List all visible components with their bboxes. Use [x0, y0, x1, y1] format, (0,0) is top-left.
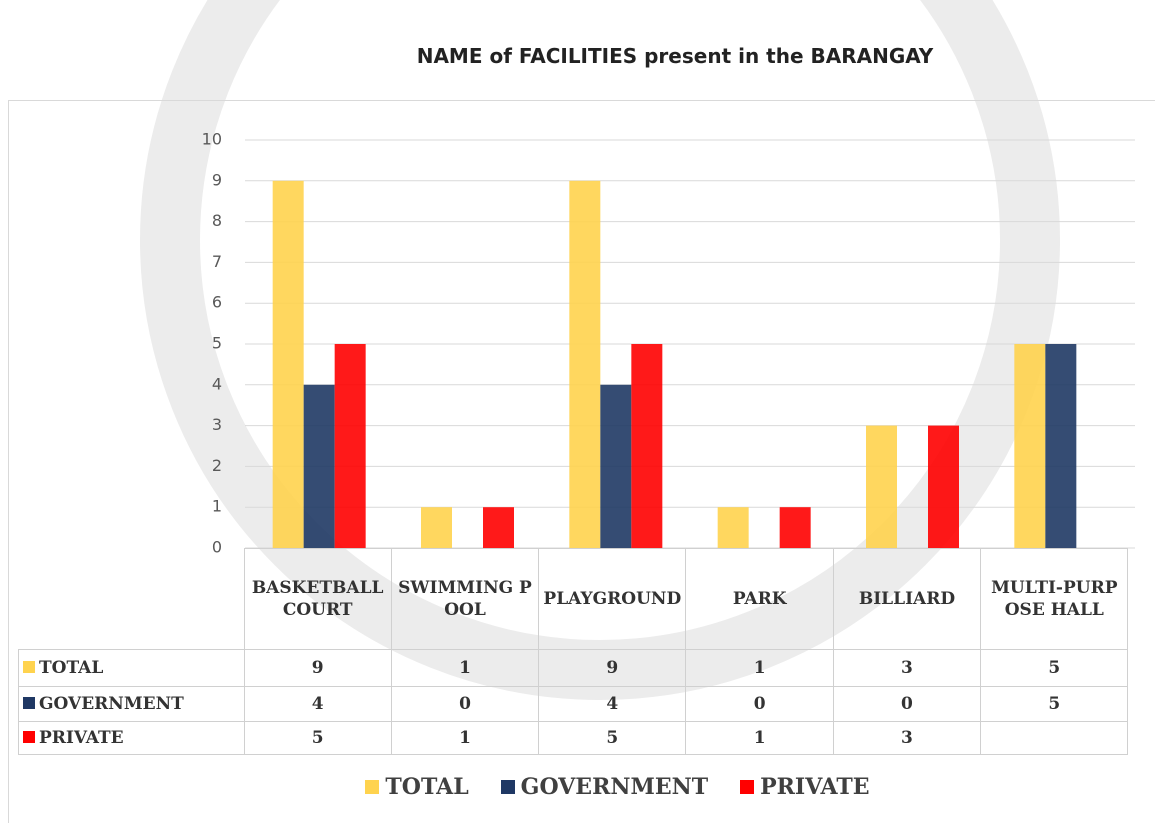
table-value — [980, 720, 1129, 755]
legend-key — [365, 780, 380, 794]
chart-title: NAME of FACILITIES present in the BARANG… — [416, 44, 934, 68]
y-tick-label: 1 — [212, 497, 222, 516]
legend-key — [740, 780, 755, 794]
category-label: PARK — [685, 548, 834, 650]
chart-frame — [8, 100, 1155, 823]
series-label: GOVERNMENT — [18, 685, 245, 722]
category-label: BILLIARD — [832, 548, 982, 650]
table-value: 1 — [685, 720, 834, 755]
y-tick-label: 4 — [212, 374, 222, 393]
bar — [866, 425, 897, 548]
legend-item: TOTAL — [365, 774, 469, 800]
table-row: PRIVATE 5 1 5 1 3 — [18, 720, 1129, 755]
category-label: MULTI-PURPOSE HALL — [980, 548, 1129, 650]
legend-item: PRIVATE — [740, 774, 870, 800]
y-tick-label: 6 — [212, 293, 222, 312]
table-value: 1 — [390, 648, 540, 687]
y-tick-label: 9 — [212, 170, 222, 189]
legend: TOTAL GOVERNMENT PRIVATE — [0, 774, 1155, 800]
table-value: 0 — [832, 685, 982, 722]
table-value: 5 — [538, 720, 687, 755]
table-value: 4 — [243, 685, 392, 722]
category-label: SWIMMING POOL — [390, 548, 540, 650]
series-name: GOVERNMENT — [39, 693, 184, 714]
table-value: 3 — [832, 648, 982, 687]
bar — [600, 384, 632, 548]
legend-label: PRIVATE — [760, 774, 870, 800]
bar — [1014, 344, 1046, 548]
legend-key — [23, 660, 35, 673]
bar — [1045, 344, 1077, 548]
legend-label: GOVERNMENT — [520, 774, 709, 800]
legend-key — [23, 696, 35, 709]
series-label: TOTAL — [18, 648, 245, 687]
table-value: 9 — [538, 648, 687, 687]
table-corner — [18, 548, 245, 650]
y-tick-label: 10 — [202, 130, 222, 149]
bar — [779, 507, 811, 548]
table-header-row: BASKETBALL COURT SWIMMING POOL PLAYGROUND P… — [18, 548, 1129, 650]
data-table: BASKETBALL COURT SWIMMING POOL PLAYGROUND P… — [18, 548, 1129, 755]
table-value: 9 — [243, 648, 392, 687]
table-value: 5 — [980, 648, 1129, 687]
y-tick-label: 0 — [212, 538, 222, 557]
bar — [334, 344, 366, 548]
legend-label: TOTAL — [385, 774, 469, 800]
series-name: TOTAL — [39, 657, 104, 678]
y-tick-label: 8 — [212, 211, 222, 230]
table-value: 0 — [390, 685, 540, 722]
table-value: 3 — [832, 720, 982, 755]
table-value: 5 — [243, 720, 392, 755]
bar — [928, 425, 959, 548]
table-value: 1 — [390, 720, 540, 755]
bar — [717, 507, 749, 548]
category-label: BASKETBALL COURT — [243, 548, 392, 650]
bar — [631, 344, 663, 548]
table-value: 4 — [538, 685, 687, 722]
y-tick-label: 5 — [212, 334, 222, 353]
series-label: PRIVATE — [18, 720, 245, 755]
legend-key — [23, 730, 35, 743]
y-tick-label: 3 — [212, 415, 222, 434]
table-value: 5 — [980, 685, 1129, 722]
table-row: GOVERNMENT 4 0 4 0 0 5 — [18, 685, 1129, 722]
bar — [421, 507, 452, 548]
category-label: PLAYGROUND — [538, 548, 687, 650]
y-tick-label: 2 — [212, 456, 222, 475]
bar — [483, 507, 514, 548]
table-row: TOTAL 9 1 9 1 3 5 — [18, 648, 1129, 687]
bar — [303, 384, 335, 548]
bar — [272, 180, 304, 549]
table-value: 0 — [685, 685, 834, 722]
table-value: 1 — [685, 648, 834, 687]
series-name: PRIVATE — [39, 727, 124, 748]
bar — [569, 180, 601, 549]
y-tick-label: 7 — [212, 252, 222, 271]
legend-key — [500, 780, 515, 794]
legend-item: GOVERNMENT — [500, 774, 709, 800]
